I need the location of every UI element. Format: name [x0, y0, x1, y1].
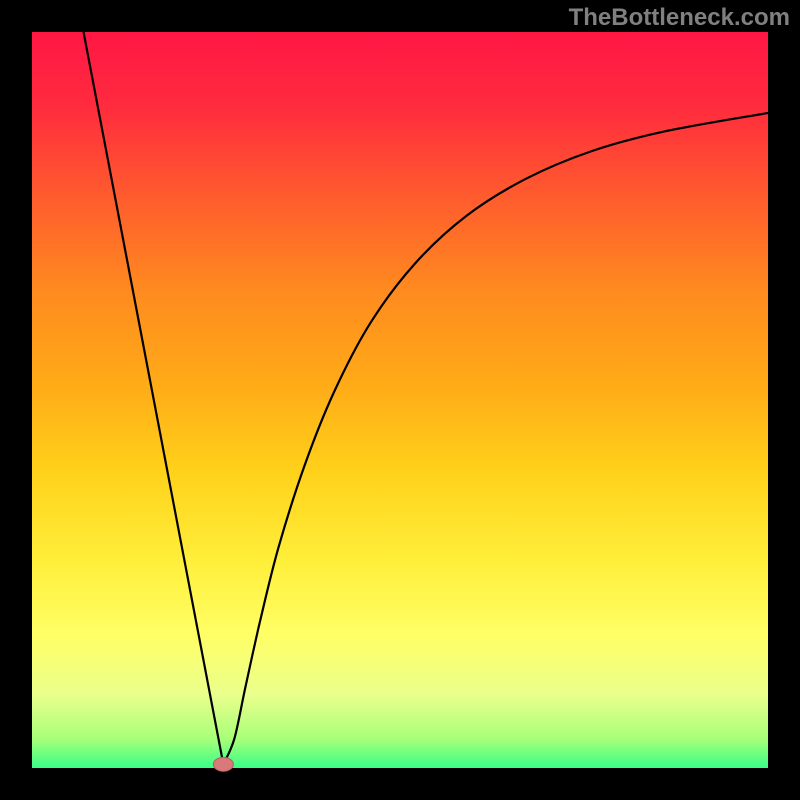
watermark-text: TheBottleneck.com — [569, 4, 790, 32]
plot-area — [32, 32, 768, 768]
chart-container: TheBottleneck.com — [0, 0, 800, 800]
gradient-background — [32, 32, 768, 768]
plot-svg — [32, 32, 768, 768]
minimum-marker — [213, 757, 233, 771]
